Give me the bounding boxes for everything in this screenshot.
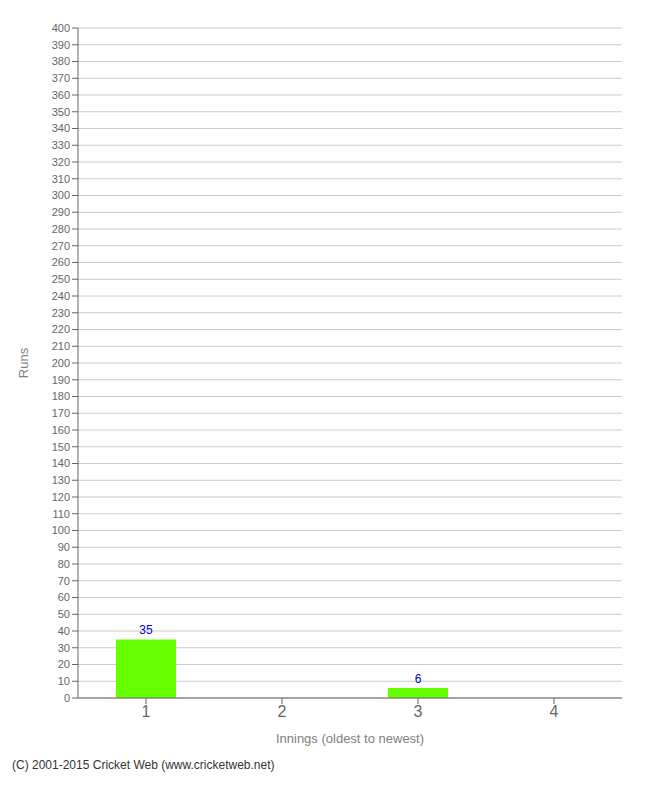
svg-text:40: 40	[58, 625, 70, 637]
svg-text:180: 180	[52, 390, 70, 402]
svg-text:270: 270	[52, 240, 70, 252]
svg-text:220: 220	[52, 323, 70, 335]
svg-text:6: 6	[415, 672, 422, 686]
svg-text:160: 160	[52, 424, 70, 436]
svg-text:210: 210	[52, 340, 70, 352]
svg-text:380: 380	[52, 55, 70, 67]
svg-text:200: 200	[52, 357, 70, 369]
svg-text:330: 330	[52, 139, 70, 151]
svg-text:350: 350	[52, 106, 70, 118]
svg-text:310: 310	[52, 173, 70, 185]
svg-text:240: 240	[52, 290, 70, 302]
svg-text:230: 230	[52, 307, 70, 319]
svg-text:Innings (oldest to newest): Innings (oldest to newest)	[276, 731, 424, 746]
svg-text:250: 250	[52, 273, 70, 285]
svg-text:150: 150	[52, 441, 70, 453]
svg-text:340: 340	[52, 122, 70, 134]
svg-text:120: 120	[52, 491, 70, 503]
svg-text:390: 390	[52, 39, 70, 51]
svg-text:100: 100	[52, 524, 70, 536]
svg-text:400: 400	[52, 22, 70, 34]
svg-text:290: 290	[52, 206, 70, 218]
svg-text:320: 320	[52, 156, 70, 168]
svg-text:2: 2	[278, 703, 287, 720]
svg-text:280: 280	[52, 223, 70, 235]
svg-text:10: 10	[58, 675, 70, 687]
svg-text:3: 3	[414, 703, 423, 720]
svg-text:30: 30	[58, 642, 70, 654]
svg-text:130: 130	[52, 474, 70, 486]
svg-text:260: 260	[52, 256, 70, 268]
svg-text:370: 370	[52, 72, 70, 84]
svg-text:360: 360	[52, 89, 70, 101]
svg-text:1: 1	[142, 703, 151, 720]
svg-text:300: 300	[52, 189, 70, 201]
svg-text:170: 170	[52, 407, 70, 419]
svg-text:Runs: Runs	[16, 347, 31, 378]
svg-text:90: 90	[58, 541, 70, 553]
svg-text:4: 4	[550, 703, 559, 720]
svg-text:190: 190	[52, 374, 70, 386]
svg-text:50: 50	[58, 608, 70, 620]
html-text:(C) 2001-2015 Cricket Web (www: (C) 2001-2015 Cricket Web (www.cricketwe…	[12, 758, 275, 772]
svg-text:35: 35	[139, 623, 153, 637]
svg-text:60: 60	[58, 591, 70, 603]
svg-text:80: 80	[58, 558, 70, 570]
svg-text:140: 140	[52, 457, 70, 469]
svg-text:110: 110	[52, 508, 70, 520]
svg-text:0: 0	[64, 692, 70, 704]
svg-text:70: 70	[58, 575, 70, 587]
svg-text:20: 20	[58, 658, 70, 670]
